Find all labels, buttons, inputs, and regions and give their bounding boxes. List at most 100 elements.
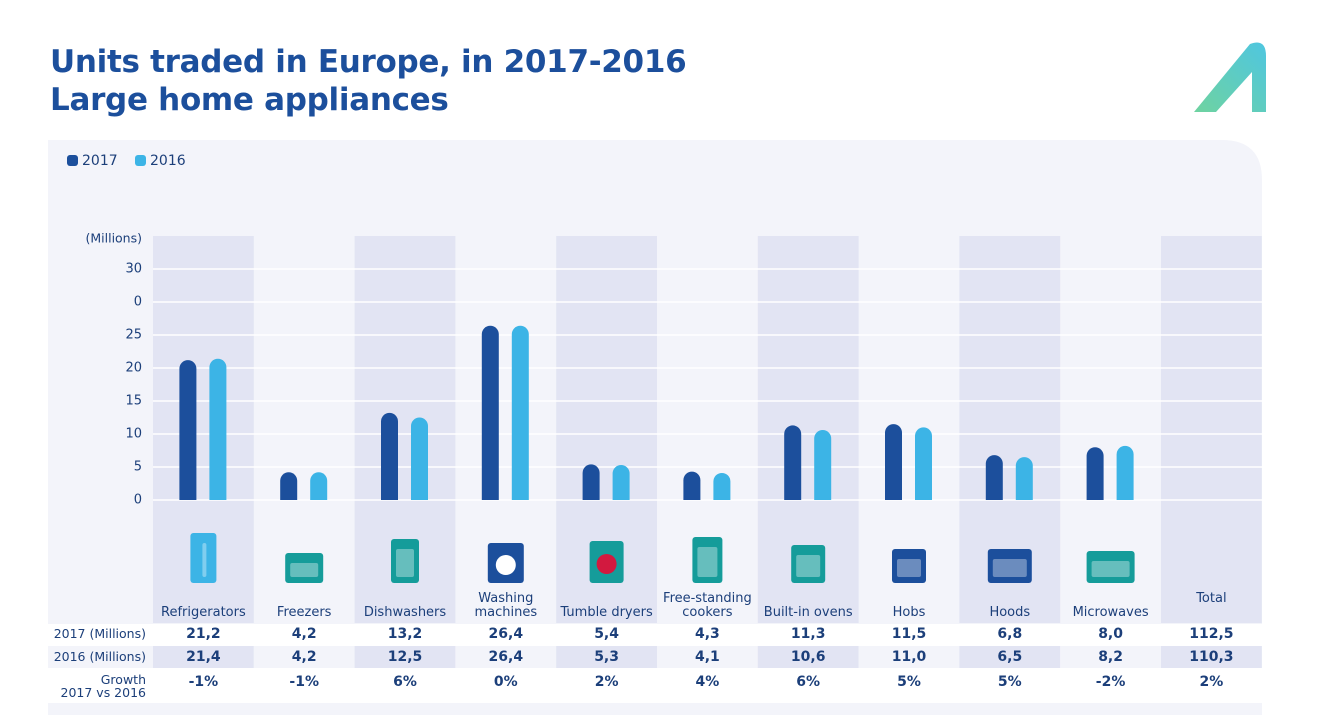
y-tick-label: 25 — [125, 328, 142, 343]
category-label: Hobs — [892, 605, 926, 620]
table-cell: 4% — [695, 674, 720, 690]
category-label: Refrigerators — [161, 605, 246, 620]
row-label: Growth 2017 vs 2016 — [60, 672, 146, 700]
table-cell: 112,5 — [1189, 626, 1234, 642]
bar — [885, 424, 902, 500]
icon-detail — [495, 555, 516, 575]
table-cell: 4,3 — [694, 626, 720, 642]
category-label: Hoods — [989, 605, 1031, 620]
y-tick-label: 15 — [125, 394, 142, 409]
legend-marker — [67, 155, 78, 166]
table-cell: 4,2 — [291, 649, 317, 665]
category-icon — [190, 533, 217, 583]
bar — [582, 464, 600, 500]
legend-marker — [135, 155, 146, 166]
icon-detail — [897, 559, 921, 577]
bar — [683, 471, 701, 500]
table-band — [757, 646, 859, 668]
table-cell: 2% — [1199, 674, 1224, 690]
table-cell: 21,2 — [186, 626, 221, 642]
category-icon — [391, 539, 419, 583]
category-icon — [892, 549, 926, 583]
table-band — [1060, 646, 1161, 668]
table-cell: -1% — [289, 674, 319, 690]
bar — [179, 360, 197, 500]
y-tick-label: 0 — [134, 295, 142, 310]
bar — [1086, 447, 1104, 500]
chart-subtitle: Large home appliances — [50, 82, 449, 118]
table-cell: 6% — [796, 674, 821, 690]
legend-label: 2016 — [150, 153, 186, 169]
table-cell: 110,3 — [1189, 649, 1234, 665]
y-tick-label: 0 — [134, 493, 142, 508]
category-label: Washing machines — [474, 591, 538, 620]
category-label: Freezers — [276, 605, 332, 620]
table-cell: 21,4 — [186, 649, 221, 665]
category-icon — [692, 537, 723, 583]
table-cell: 6,8 — [997, 626, 1023, 642]
bar — [612, 465, 630, 500]
y-tick-label: 5 — [134, 460, 142, 475]
icon-detail — [796, 555, 821, 577]
table-row — [48, 624, 1262, 646]
table-cell: 4,2 — [291, 626, 317, 642]
table-cell: 5% — [897, 674, 921, 690]
logo — [1194, 42, 1266, 112]
chart-title: Units traded in Europe, in 2017-2016 — [50, 44, 687, 80]
icon-detail — [992, 559, 1027, 577]
table-band — [153, 646, 254, 668]
bar — [310, 472, 328, 500]
table-cell: 2% — [594, 674, 619, 690]
bar — [381, 412, 398, 500]
icon-detail — [1091, 561, 1130, 577]
table-cell: 5,3 — [594, 649, 619, 665]
table-band — [455, 646, 557, 668]
table-cell: 0% — [493, 674, 518, 690]
legend-label: 2017 — [82, 153, 118, 169]
bar — [511, 325, 529, 500]
table-cell: 4,1 — [694, 649, 720, 665]
table-cell: 13,2 — [387, 626, 423, 642]
bar — [713, 472, 731, 500]
table-band — [354, 646, 456, 668]
bar — [985, 455, 1003, 500]
row-label: 2016 (Millions) — [53, 649, 146, 664]
table-cell: 8,2 — [1098, 649, 1123, 665]
bar — [814, 430, 832, 500]
table-cell: 11,0 — [891, 649, 927, 665]
table-cell: 11,3 — [790, 626, 826, 642]
table-cell: 6% — [393, 674, 417, 690]
category-label: Total — [1196, 591, 1227, 606]
y-tick-label: 20 — [125, 361, 142, 376]
category-label: Dishwashers — [363, 605, 447, 620]
category-icon — [285, 553, 324, 583]
table-band — [657, 646, 758, 668]
bar — [209, 358, 227, 500]
table-cell: 26,4 — [488, 649, 524, 665]
bar — [1116, 445, 1134, 500]
row-label: 2017 (Millions) — [53, 626, 146, 641]
category-label: Free-standing cookers — [663, 591, 752, 620]
bar — [915, 427, 932, 500]
table-cell: 8,0 — [1098, 626, 1123, 642]
table-row — [48, 668, 1262, 703]
table-cell: 12,5 — [387, 649, 423, 665]
y-tick-label: 10 — [125, 427, 142, 442]
icon-detail — [596, 554, 617, 574]
category-label: Built-in ovens — [763, 605, 853, 620]
table-band — [959, 646, 1061, 668]
bar — [481, 325, 499, 500]
bar — [411, 417, 428, 500]
icon-detail — [396, 549, 414, 577]
column-band — [1161, 236, 1262, 623]
y-axis-label: (Millions) — [85, 231, 142, 246]
table-band — [1161, 646, 1262, 668]
table-cell: -2% — [1095, 674, 1126, 690]
category-label: Tumble dryers — [560, 605, 653, 620]
category-icon — [791, 545, 826, 583]
y-tick-label: 30 — [125, 262, 142, 277]
table-cell: 5% — [997, 674, 1022, 690]
bar — [784, 425, 802, 500]
